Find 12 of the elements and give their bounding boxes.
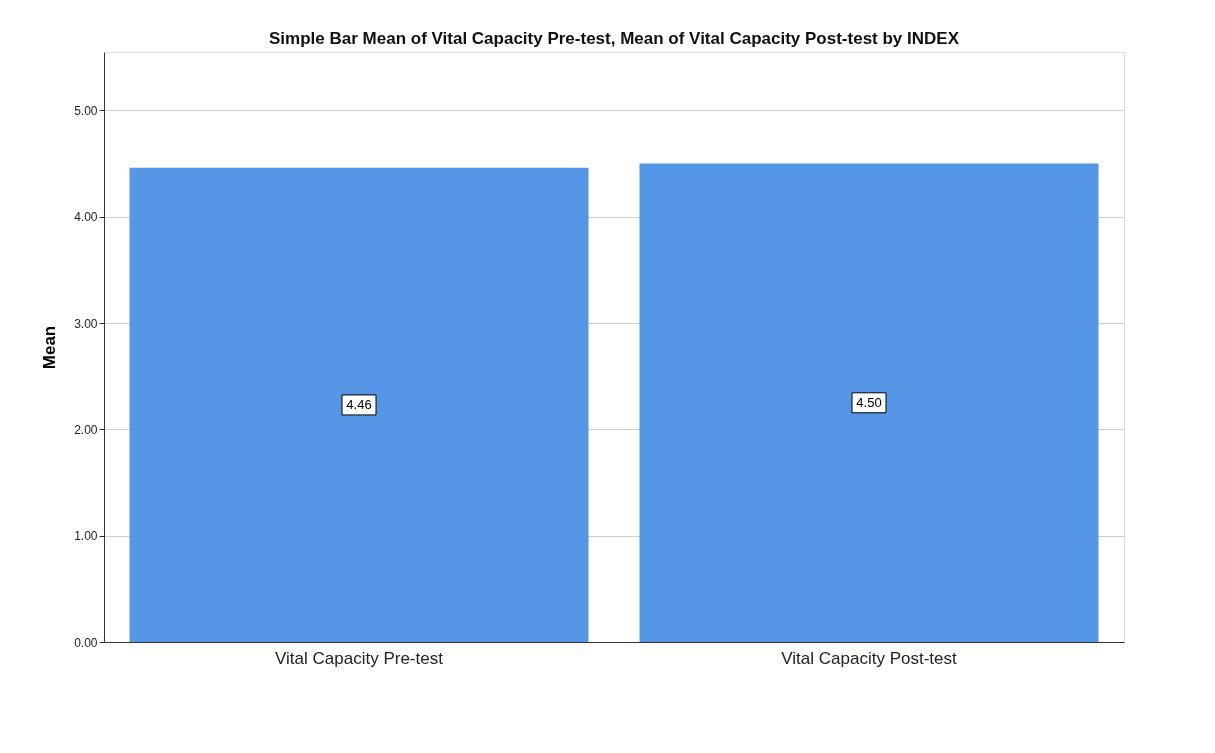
y-tick-label: 3.00 <box>74 316 98 331</box>
y-tick-label: 0.00 <box>74 635 98 650</box>
y-tick-label: 1.00 <box>74 529 98 544</box>
x-tick-label: Vital Capacity Post-test <box>781 648 957 668</box>
y-tick-label: 4.00 <box>74 210 98 225</box>
chart-title: Simple Bar Mean of Vital Capacity Pre-test, Mean of Vital Capacity Post-test by INDEX <box>269 29 960 48</box>
x-tick-label: Vital Capacity Pre-test <box>275 648 444 668</box>
y-tick-label: 5.00 <box>74 103 98 118</box>
y-tick-label: 2.00 <box>74 422 98 437</box>
data-label: 4.46 <box>346 396 372 412</box>
y-axis-title: Mean <box>40 325 60 370</box>
data-label: 4.50 <box>856 394 882 410</box>
